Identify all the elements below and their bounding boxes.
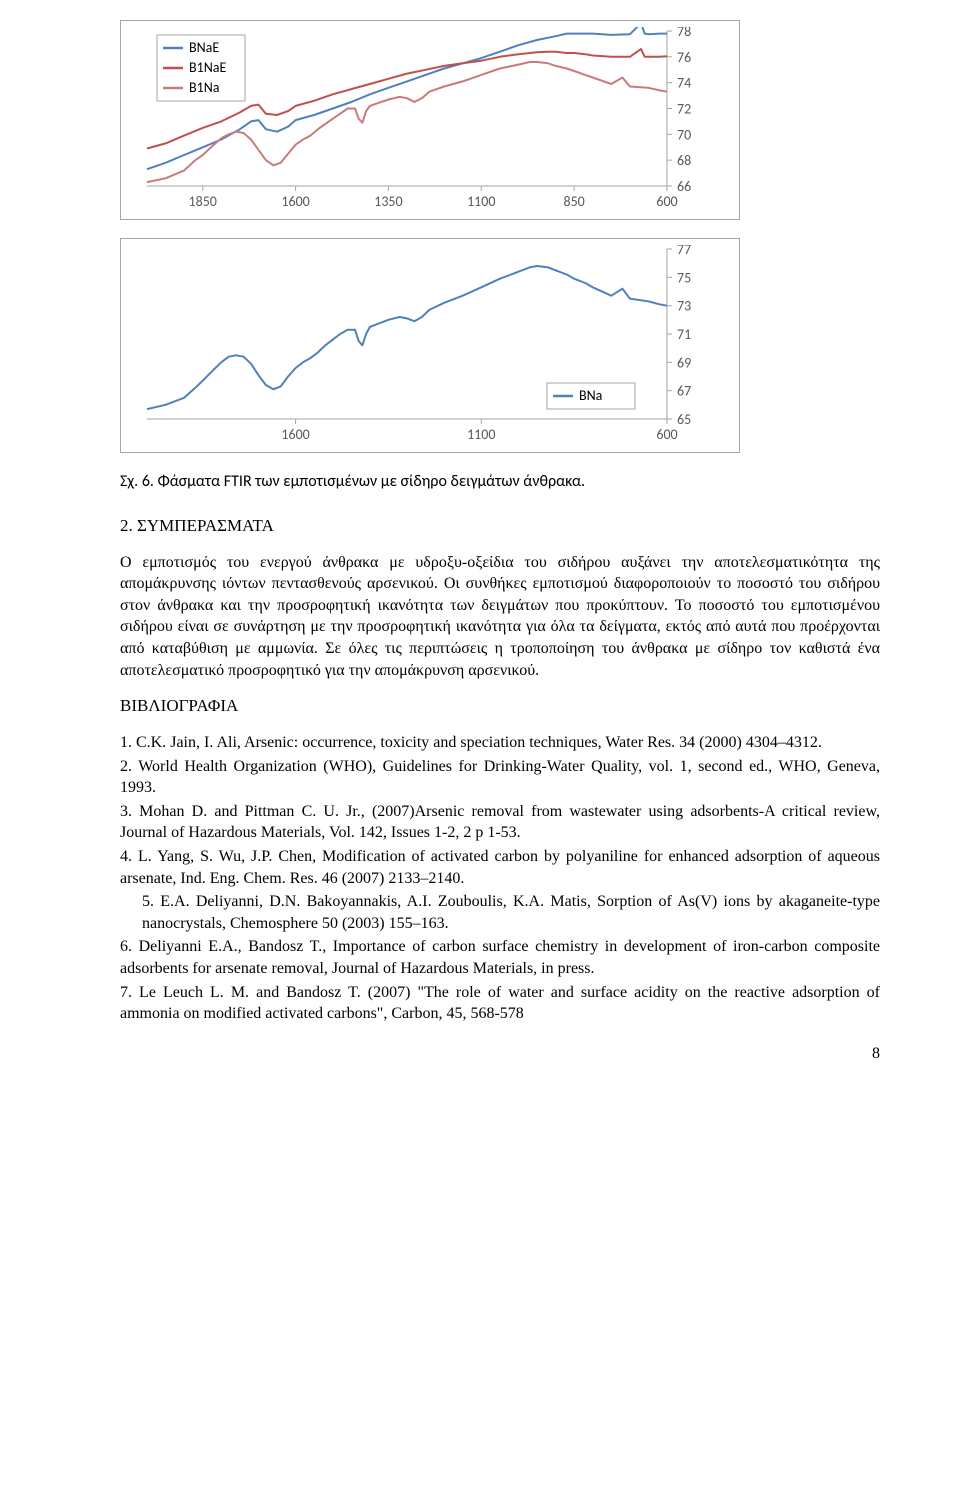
reference-item: 5. E.A. Deliyanni, D.N. Bakoyannakis, A.… [142, 891, 880, 934]
svg-text:B1NaE: B1NaE [189, 59, 226, 76]
svg-text:68: 68 [677, 152, 691, 169]
svg-text:1100: 1100 [467, 426, 495, 443]
svg-text:1600: 1600 [281, 193, 309, 210]
svg-text:78: 78 [677, 27, 691, 40]
ftir-chart-1: 1850 1600 1350 1100 850 600 78 76 74 72 70 68 66 BNaE… [120, 20, 740, 220]
reference-item: 2. World Health Organization (WHO), Guid… [120, 756, 880, 799]
svg-text:B1Na: B1Na [189, 79, 219, 96]
svg-text:66: 66 [677, 178, 691, 195]
chart1-svg: 1850 1600 1350 1100 850 600 78 76 74 72 70 68 66 BNaE… [127, 27, 735, 215]
svg-text:600: 600 [656, 193, 677, 210]
svg-text:1600: 1600 [281, 426, 309, 443]
svg-text:69: 69 [677, 354, 691, 371]
svg-text:74: 74 [677, 75, 691, 92]
section-heading: 2. ΣΥΜΠΕΡΑΣΜΑΤΑ [120, 515, 880, 538]
svg-text:76: 76 [677, 49, 691, 66]
reference-item: 4. L. Yang, S. Wu, J.P. Chen, Modificati… [120, 846, 880, 889]
svg-text:1100: 1100 [467, 193, 495, 210]
svg-text:70: 70 [677, 126, 691, 143]
svg-text:BNaE: BNaE [189, 39, 219, 56]
reference-item: 7. Le Leuch L. M. and Bandosz T. (2007) … [120, 982, 880, 1025]
svg-text:73: 73 [677, 298, 691, 315]
bibliography-heading: ΒΙΒΛΙΟΓΡΑΦΙΑ [120, 695, 880, 718]
reference-item: 3. Mohan D. and Pittman C. U. Jr., (2007… [120, 801, 880, 844]
svg-text:77: 77 [677, 245, 691, 258]
svg-text:75: 75 [677, 269, 691, 286]
page-number: 8 [120, 1043, 880, 1065]
chart2-svg: 1600 1100 600 77 75 73 71 69 67 65 BNa [127, 245, 735, 448]
reference-item: 6. Deliyanni E.A., Bandosz T., Importanc… [120, 936, 880, 979]
figure-caption: Σχ. 6. Φάσματα FTIR των εμποτισμένων με … [120, 471, 880, 493]
svg-text:67: 67 [677, 383, 691, 400]
ftir-chart-2: 1600 1100 600 77 75 73 71 69 67 65 BNa [120, 238, 740, 453]
svg-text:1350: 1350 [374, 193, 402, 210]
svg-text:71: 71 [677, 326, 691, 343]
svg-text:72: 72 [677, 101, 691, 118]
svg-text:65: 65 [677, 411, 691, 428]
conclusions-paragraph: Ο εμποτισμός του ενεργού άνθρακα με υδρο… [120, 552, 880, 682]
svg-text:BNa: BNa [579, 387, 602, 404]
references-list: 1. C.K. Jain, I. Ali, Arsenic: occurrenc… [120, 732, 880, 1025]
reference-item: 1. C.K. Jain, I. Ali, Arsenic: occurrenc… [120, 732, 880, 754]
svg-text:850: 850 [563, 193, 584, 210]
svg-text:600: 600 [656, 426, 677, 443]
svg-text:1850: 1850 [189, 193, 217, 210]
